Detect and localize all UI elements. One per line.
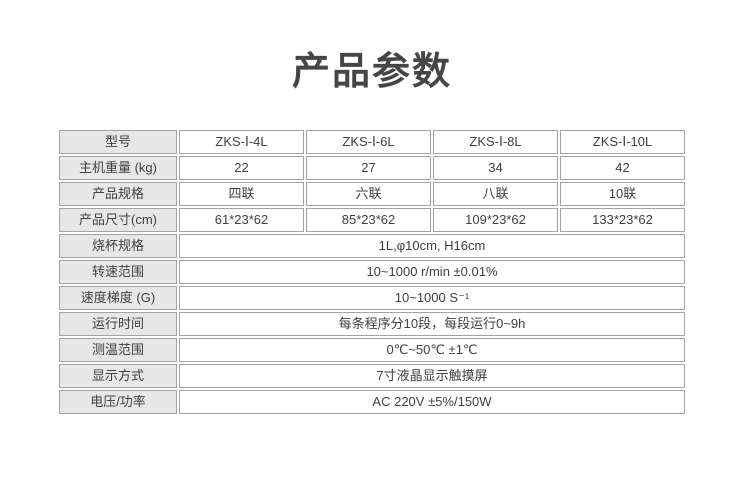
row-label-power: 电压/功率 [59, 389, 177, 414]
table-row-weight: 主机重量 (kg) 22 27 34 42 [59, 155, 685, 180]
spec-cell-10l: 10联 [560, 181, 685, 206]
row-label-weight: 主机重量 (kg) [59, 155, 177, 180]
table-row-spec: 产品规格 四联 六联 八联 10联 [59, 181, 685, 206]
size-cell-10l: 133*23*62 [560, 207, 685, 232]
row-label-beaker: 烧杯规格 [59, 233, 177, 258]
row-label-gradient: 速度梯度 (G) [59, 285, 177, 310]
speed-range-value-cell: 10~1000 r/min ±0.01% [179, 259, 685, 284]
spec-cell-6l: 六联 [306, 181, 431, 206]
weight-cell-6l: 27 [306, 155, 431, 180]
table-row-temp-range: 测温范围 0℃~50℃ ±1℃ [59, 337, 685, 362]
table-row-speed-range: 转速范围 10~1000 r/min ±0.01% [59, 259, 685, 284]
temp-range-value-cell: 0℃~50℃ ±1℃ [179, 337, 685, 362]
table-row-display: 显示方式 7寸液晶显示触摸屏 [59, 363, 685, 388]
table-row-model: 型号 ZKS-Ⅰ-4L ZKS-Ⅰ-6L ZKS-Ⅰ-8L ZKS-Ⅰ-10L [59, 129, 685, 154]
model-cell-8l: ZKS-Ⅰ-8L [433, 129, 558, 154]
size-cell-4l: 61*23*62 [179, 207, 304, 232]
runtime-value-cell: 每条程序分10段，每段运行0~9h [179, 311, 685, 336]
model-cell-10l: ZKS-Ⅰ-10L [560, 129, 685, 154]
row-label-display: 显示方式 [59, 363, 177, 388]
row-label-size: 产品尺寸(cm) [59, 207, 177, 232]
spec-cell-8l: 八联 [433, 181, 558, 206]
row-label-speed-range: 转速范围 [59, 259, 177, 284]
row-label-runtime: 运行时间 [59, 311, 177, 336]
row-label-spec: 产品规格 [59, 181, 177, 206]
table-row-size: 产品尺寸(cm) 61*23*62 85*23*62 109*23*62 133… [59, 207, 685, 232]
gradient-value-cell: 10~1000 S⁻¹ [179, 285, 685, 310]
row-label-model: 型号 [59, 129, 177, 154]
display-value-cell: 7寸液晶显示触摸屏 [179, 363, 685, 388]
weight-cell-10l: 42 [560, 155, 685, 180]
model-cell-4l: ZKS-Ⅰ-4L [179, 129, 304, 154]
size-cell-8l: 109*23*62 [433, 207, 558, 232]
table-row-gradient: 速度梯度 (G) 10~1000 S⁻¹ [59, 285, 685, 310]
spec-cell-4l: 四联 [179, 181, 304, 206]
beaker-value-cell: 1L,φ10cm, H16cm [179, 233, 685, 258]
power-value-cell: AC 220V ±5%/150W [179, 389, 685, 414]
size-cell-6l: 85*23*62 [306, 207, 431, 232]
weight-cell-8l: 34 [433, 155, 558, 180]
spec-table: 型号 ZKS-Ⅰ-4L ZKS-Ⅰ-6L ZKS-Ⅰ-8L ZKS-Ⅰ-10L … [57, 127, 687, 416]
model-cell-6l: ZKS-Ⅰ-6L [306, 129, 431, 154]
row-label-temp-range: 测温范围 [59, 337, 177, 362]
table-row-power: 电压/功率 AC 220V ±5%/150W [59, 389, 685, 414]
page-title: 产品参数 [291, 51, 452, 93]
weight-cell-4l: 22 [179, 155, 304, 180]
table-row-runtime: 运行时间 每条程序分10段，每段运行0~9h [59, 311, 685, 336]
table-row-beaker: 烧杯规格 1L,φ10cm, H16cm [59, 233, 685, 258]
